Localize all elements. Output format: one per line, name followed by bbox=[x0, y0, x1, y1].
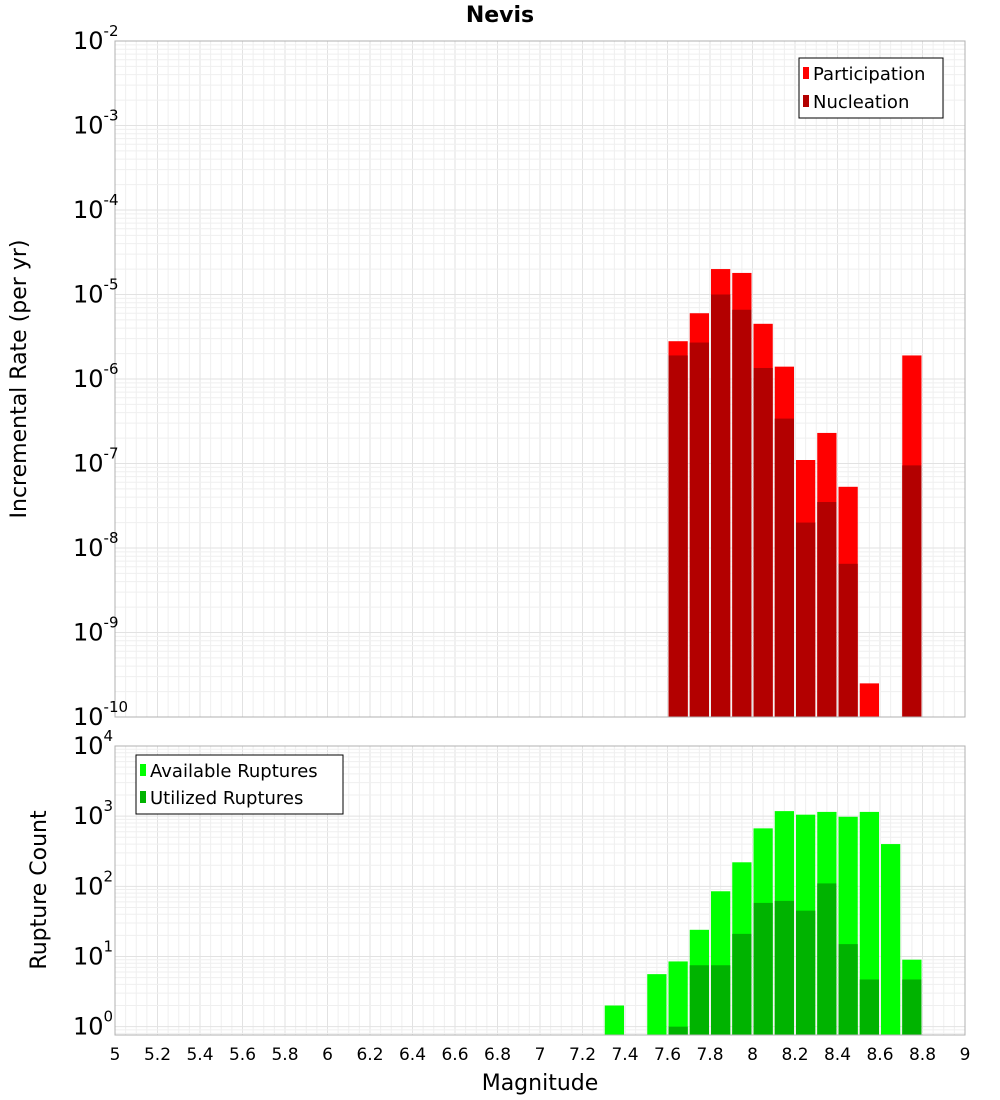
available-ruptures-bar bbox=[859, 811, 879, 1035]
rate-y-tick-label: 10-7 bbox=[73, 445, 119, 478]
utilized-ruptures-bar bbox=[753, 902, 773, 1035]
x-tick-label: 6.4 bbox=[399, 1045, 426, 1065]
nucleation-bar bbox=[732, 309, 752, 717]
rate-legend: Participation Nucleation bbox=[798, 57, 944, 119]
rate-y-axis-label: Incremental Rate (per yr) bbox=[7, 240, 32, 519]
x-tick-label: 5.6 bbox=[229, 1045, 256, 1065]
available-ruptures-bar bbox=[668, 961, 688, 1035]
rate-legend-box bbox=[798, 57, 944, 119]
rate-y-tick-label: 10-9 bbox=[73, 614, 119, 647]
count-y-tick-label: 101 bbox=[73, 937, 113, 970]
x-tick-label: 8.2 bbox=[781, 1045, 808, 1065]
nucleation-bar bbox=[817, 502, 837, 717]
x-tick-label: 8.8 bbox=[909, 1045, 936, 1065]
magnitude-x-ticks: 5 5.2 5.4 5.6 5.8 6 6.2 6.4 6.6 6.8 7 7.2 7.4 7.6 7.8 8… bbox=[110, 1045, 971, 1065]
count-legend: Available Ruptures Utilized Ruptures bbox=[135, 754, 344, 815]
participation-legend-swatch bbox=[803, 67, 809, 79]
count-plot-frame bbox=[114, 745, 966, 1036]
x-tick-label: 6 bbox=[322, 1045, 333, 1065]
nucleation-bar bbox=[796, 522, 816, 717]
x-tick-label: 5.8 bbox=[271, 1045, 298, 1065]
utilized-ruptures-bar bbox=[689, 965, 709, 1035]
participation-legend-label: Participation bbox=[813, 64, 925, 85]
x-tick-label: 8 bbox=[747, 1045, 758, 1065]
x-tick-label: 9 bbox=[960, 1045, 971, 1065]
x-tick-label: 8.6 bbox=[866, 1045, 893, 1065]
utilized-ruptures-bar bbox=[859, 979, 879, 1035]
count-y-ticks: 100 101 102 103 104 bbox=[73, 727, 113, 1041]
x-tick-label: 7.6 bbox=[654, 1045, 681, 1065]
utilized-ruptures-bar bbox=[902, 979, 922, 1035]
available-legend-swatch bbox=[140, 764, 146, 776]
nucleation-legend-label: Nucleation bbox=[813, 92, 909, 113]
utilized-legend-swatch bbox=[140, 791, 146, 803]
available-ruptures-bar bbox=[604, 1005, 624, 1035]
rate-y-tick-label: 10-3 bbox=[73, 107, 119, 140]
nucleation-bar bbox=[774, 418, 794, 717]
utilized-ruptures-bar bbox=[732, 933, 752, 1035]
x-tick-label: 7 bbox=[535, 1045, 546, 1065]
count-legend-box bbox=[135, 754, 344, 815]
nucleation-legend-swatch bbox=[803, 95, 809, 107]
count-plot-bars bbox=[604, 811, 922, 1035]
count-y-tick-label: 102 bbox=[73, 867, 113, 900]
utilized-ruptures-bar bbox=[817, 883, 837, 1035]
x-tick-label: 7.4 bbox=[611, 1045, 638, 1065]
chart-title: Nevis bbox=[466, 3, 534, 28]
utilized-ruptures-bar bbox=[668, 1026, 688, 1035]
rate-plot-bars bbox=[668, 269, 922, 717]
count-y-tick-label: 104 bbox=[73, 727, 113, 760]
x-tick-label: 6.8 bbox=[484, 1045, 511, 1065]
participation-bar bbox=[859, 683, 879, 717]
rate-y-ticks: 10-10 10-9 10-8 10-7 10-6 10-5 10-4 10-3 10-2 bbox=[73, 22, 128, 731]
magnitude-x-axis-label: Magnitude bbox=[482, 1071, 599, 1096]
rate-y-tick-label: 10-5 bbox=[73, 276, 119, 309]
rate-y-tick-label: 10-4 bbox=[73, 191, 119, 224]
count-y-axis-label: Rupture Count bbox=[27, 810, 52, 970]
rate-plot-grid bbox=[114, 40, 966, 718]
x-tick-label: 5 bbox=[110, 1045, 121, 1065]
count-plot-grid bbox=[114, 745, 966, 1035]
available-ruptures-bar bbox=[647, 974, 667, 1035]
nucleation-bar bbox=[711, 294, 731, 717]
count-plot: 100 101 102 103 104 5 5.2 5.4 5.6 5.8 6 6.2 6.4 6.6 6… bbox=[27, 727, 970, 1096]
available-legend-label: Available Ruptures bbox=[150, 761, 318, 782]
x-tick-label: 7.2 bbox=[569, 1045, 596, 1065]
utilized-ruptures-bar bbox=[796, 910, 816, 1035]
rate-plot: 10-10 10-9 10-8 10-7 10-6 10-5 10-4 10-3 10-2 In… bbox=[7, 22, 966, 731]
utilized-ruptures-bar bbox=[711, 965, 731, 1035]
nucleation-bar bbox=[689, 342, 709, 717]
rate-y-tick-label: 10-8 bbox=[73, 529, 119, 562]
nucleation-bar bbox=[753, 367, 773, 717]
nucleation-bar bbox=[668, 355, 688, 717]
rate-y-tick-label: 10-6 bbox=[73, 360, 119, 393]
utilized-ruptures-bar bbox=[838, 944, 858, 1035]
x-tick-label: 6.6 bbox=[441, 1045, 468, 1065]
count-y-tick-label: 100 bbox=[73, 1008, 113, 1041]
x-tick-label: 5.2 bbox=[144, 1045, 171, 1065]
nucleation-bar bbox=[902, 465, 922, 717]
nucleation-bar bbox=[838, 563, 858, 717]
rate-y-tick-label: 10-10 bbox=[73, 698, 128, 731]
available-ruptures-bar bbox=[881, 844, 901, 1035]
x-tick-label: 8.4 bbox=[824, 1045, 851, 1065]
utilized-ruptures-bar bbox=[774, 900, 794, 1035]
x-tick-label: 5.4 bbox=[186, 1045, 213, 1065]
x-tick-label: 6.2 bbox=[356, 1045, 383, 1065]
x-tick-label: 7.8 bbox=[696, 1045, 723, 1065]
count-y-tick-label: 103 bbox=[73, 797, 113, 830]
rate-y-tick-label: 10-2 bbox=[73, 22, 119, 55]
rate-plot-frame bbox=[114, 40, 966, 718]
utilized-legend-label: Utilized Ruptures bbox=[150, 788, 303, 809]
